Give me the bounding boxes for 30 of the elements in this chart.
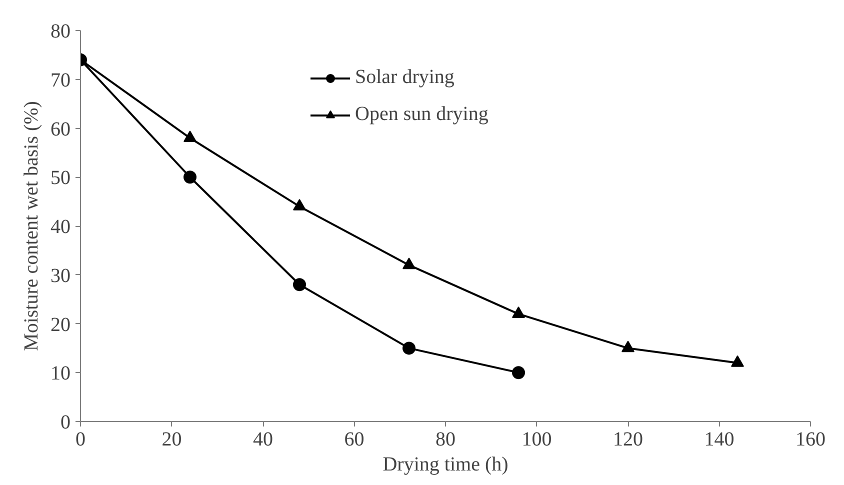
point	[184, 170, 196, 184]
x-tick-label: 120	[613, 428, 643, 450]
legend-label: Open sun drying	[355, 103, 488, 126]
point	[731, 355, 744, 367]
x-tick-label: 0	[76, 428, 86, 450]
point	[512, 306, 525, 318]
point	[184, 130, 196, 142]
y-tick-label: 10	[50, 362, 70, 385]
y-tick-label: 0	[60, 412, 70, 434]
x-axis-title: Drying time (h)	[382, 454, 508, 476]
y-tick-label: 50	[50, 167, 70, 190]
y-tick-label: 20	[50, 314, 70, 336]
x-tick-label: 160	[796, 428, 826, 450]
point	[622, 340, 634, 352]
point	[293, 278, 306, 292]
legend-label: Solar drying	[355, 66, 454, 89]
x-tick-label: 40	[253, 428, 273, 450]
x-tick-label: 60	[344, 428, 364, 450]
x-tick-label: 140	[704, 428, 734, 450]
y-tick-label: 70	[50, 69, 70, 92]
y-tick-label: 30	[50, 264, 70, 287]
x-tick-label: 100	[522, 428, 552, 450]
y-axis-title: Moisture content wet basis (%)	[20, 101, 42, 351]
point	[293, 199, 306, 210]
x-tick-label: 80	[436, 428, 456, 450]
x-tick-label: 20	[162, 428, 182, 450]
y-tick-label: 80	[50, 20, 70, 42]
y-tick-label: 60	[50, 118, 70, 140]
y-tick-label: 40	[50, 216, 70, 238]
point	[402, 258, 416, 270]
